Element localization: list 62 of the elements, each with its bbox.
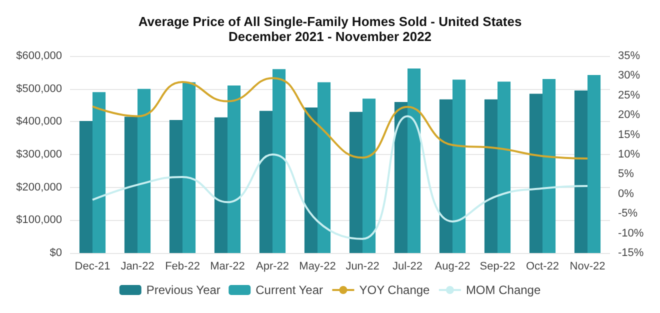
bar (439, 99, 452, 253)
bar (124, 116, 138, 253)
bar (394, 102, 408, 253)
x-tick-label: Dec-21 (74, 260, 110, 272)
bar (588, 75, 601, 253)
bar (228, 86, 241, 253)
bar (574, 90, 588, 253)
bar (169, 120, 182, 253)
bar (304, 108, 318, 253)
bar (362, 98, 376, 253)
line-series (92, 77, 588, 160)
bar (214, 117, 228, 253)
bar (272, 69, 286, 253)
y2-tick-label: 10% (618, 148, 640, 160)
x-tick-label: Nov-22 (570, 260, 606, 272)
chart-title: Average Price of All Single-Family Homes Sold - United States (138, 14, 522, 29)
y-tick-label: $200,000 (16, 181, 62, 194)
bar (542, 78, 556, 253)
x-tick-label: Jun-22 (346, 260, 380, 272)
x-tick-label: Jan-22 (120, 260, 154, 272)
bar (349, 112, 362, 253)
y2-tick-label: 20% (618, 109, 640, 122)
y-tick-label: $600,000 (16, 50, 62, 62)
x-tick-label: Feb-22 (165, 260, 200, 272)
legend-label: MOM Change (466, 283, 541, 297)
x-tick-label: Jul-22 (392, 260, 422, 272)
legend-label: YOY Change (359, 283, 430, 297)
bar (182, 82, 196, 253)
y-tick-label: $300,000 (16, 148, 62, 160)
y-tick-label: $400,000 (16, 116, 62, 128)
y-tick-label: $500,000 (16, 82, 62, 95)
y2-tick-label: 30% (618, 70, 640, 82)
bar (92, 92, 106, 253)
x-tick-label: Aug-22 (434, 260, 470, 272)
bar (318, 82, 331, 253)
y-tick-label: $0 (50, 247, 62, 259)
y2-tick-label: -15% (618, 247, 644, 259)
bar (498, 82, 511, 253)
x-tick-label: Oct-22 (526, 260, 560, 272)
legend-label: Previous Year (146, 283, 220, 297)
y2-tick-label: -10% (618, 227, 644, 240)
y2-tick-label: 35% (618, 50, 640, 62)
bar (138, 88, 151, 253)
y2-tick-label: 0% (618, 188, 634, 200)
chart-subtitle: December 2021 - November 2022 (228, 29, 432, 44)
bar (408, 68, 421, 253)
y-tick-label: $100,000 (16, 214, 62, 226)
y2-tick-label: -5% (618, 208, 638, 220)
x-tick-label: May-22 (299, 260, 336, 272)
bar (484, 99, 498, 253)
bar (79, 121, 92, 253)
legend-label: Current Year (256, 283, 324, 297)
bar (259, 110, 272, 253)
line-series (92, 115, 588, 240)
y2-tick-label: 15% (618, 128, 640, 141)
y2-tick-label: 25% (618, 89, 640, 102)
x-tick-label: Mar-22 (210, 260, 245, 272)
x-tick-label: Apr-22 (256, 260, 290, 272)
x-tick-label: Sep-22 (480, 260, 516, 272)
bar (529, 94, 542, 253)
bar (452, 80, 466, 253)
y2-tick-label: 5% (618, 168, 634, 180)
